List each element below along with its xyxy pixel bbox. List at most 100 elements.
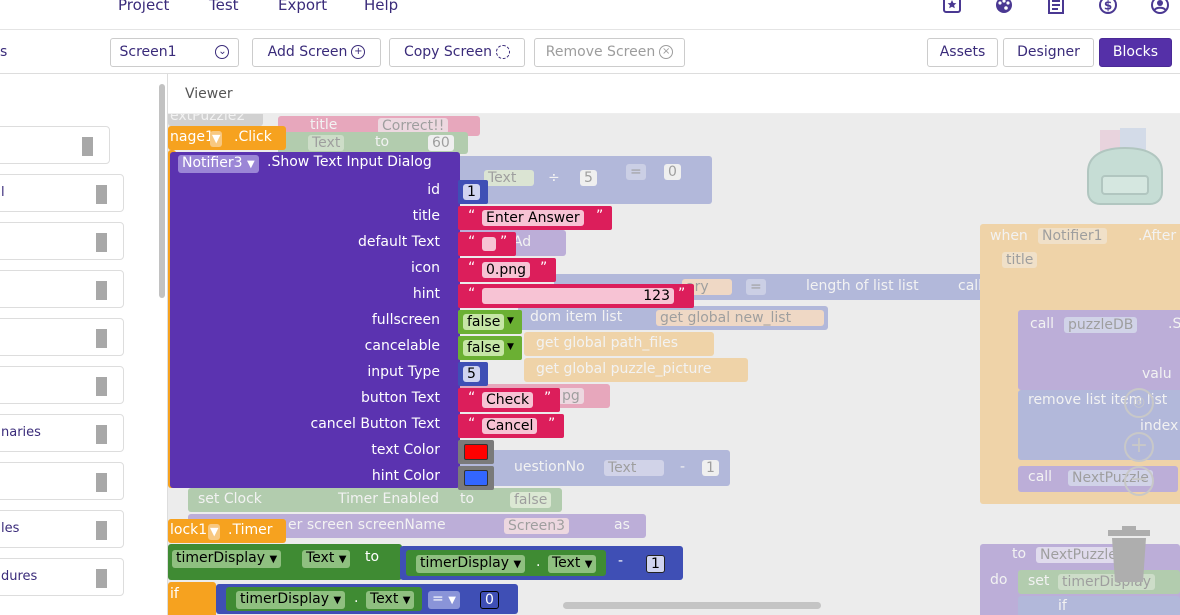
sidebar-item[interactable] bbox=[0, 222, 124, 260]
copy-screen-button[interactable]: Copy Screen bbox=[389, 38, 525, 67]
boolean-dropdown[interactable]: false bbox=[463, 340, 505, 356]
bg-block[interactable]: get global path_files bbox=[524, 332, 714, 356]
get-component-dropdown[interactable]: timerDisplay ▼ bbox=[416, 555, 526, 573]
sidebar-item[interactable]: les bbox=[0, 510, 124, 548]
text-block[interactable]: “ ” Check bbox=[458, 388, 560, 412]
get-timer-display-block[interactable]: timerDisplay ▼ . Text ▼ bbox=[406, 550, 606, 576]
recenter-icon[interactable]: ◎ bbox=[1124, 388, 1154, 418]
bg-block[interactable]: Text to 60 bbox=[278, 132, 468, 154]
color-block[interactable] bbox=[458, 466, 494, 490]
drag-handle-icon[interactable] bbox=[96, 377, 107, 396]
if-block[interactable]: if bbox=[168, 582, 216, 615]
notifier-component-dropdown[interactable]: Notifier3 ▼ bbox=[178, 155, 259, 173]
bg-event-block[interactable]: when Notifier1 .After N title bbox=[980, 224, 1180, 504]
chevron-down-icon[interactable]: ▼ bbox=[208, 524, 221, 540]
sidebar-item[interactable] bbox=[0, 270, 124, 308]
sidebar-item[interactable] bbox=[0, 366, 124, 404]
text-value[interactable]: Cancel bbox=[482, 418, 538, 434]
bg-block[interactable]: dom item list get global new_list bbox=[518, 306, 828, 330]
text-value[interactable]: 123 bbox=[482, 288, 674, 304]
boolean-block[interactable]: false ▼ bbox=[458, 310, 522, 334]
sidebar-item[interactable] bbox=[0, 318, 124, 356]
drag-handle-icon[interactable] bbox=[96, 281, 107, 300]
gallery-icon[interactable] bbox=[941, 0, 963, 18]
text-value[interactable]: Check bbox=[482, 392, 534, 408]
drag-handle-icon[interactable] bbox=[96, 185, 107, 204]
sidebar-item[interactable] bbox=[0, 126, 110, 164]
document-icon[interactable] bbox=[1045, 0, 1067, 18]
backpack-icon[interactable] bbox=[1080, 124, 1170, 208]
drag-handle-icon[interactable] bbox=[96, 329, 107, 348]
bg-block[interactable]: extPuzzle2 bbox=[168, 114, 263, 126]
sidebar-item[interactable]: l bbox=[0, 174, 124, 212]
number-block[interactable]: 5 bbox=[458, 362, 488, 386]
menu-help[interactable]: Help bbox=[364, 0, 399, 14]
menu-test[interactable]: Test bbox=[209, 0, 239, 14]
compare-block[interactable]: timerDisplay ▼ . Text ▼ = ▼ 0 bbox=[216, 584, 518, 614]
number-value[interactable]: 1 bbox=[463, 184, 480, 200]
bg-block[interactable]: if bbox=[1018, 596, 1180, 615]
bg-block[interactable]: uestionNo Text - 1 bbox=[454, 450, 730, 486]
number-value[interactable]: 5 bbox=[463, 366, 480, 382]
account-icon[interactable] bbox=[1149, 0, 1171, 18]
text-block[interactable]: “” bbox=[458, 232, 516, 256]
boolean-block[interactable]: false ▼ bbox=[458, 336, 522, 360]
cmp-timer-display-block[interactable]: timerDisplay ▼ . Text ▼ bbox=[226, 587, 422, 611]
assets-button[interactable]: Assets bbox=[927, 38, 998, 67]
color-swatch[interactable] bbox=[464, 470, 488, 486]
remove-screen-button[interactable]: Remove Screen × bbox=[534, 38, 685, 67]
sidebar-item[interactable]: dures bbox=[0, 558, 124, 596]
compare-value[interactable]: 0 bbox=[480, 591, 499, 609]
click-event-block[interactable]: nage1 ▼ .Click bbox=[168, 126, 286, 150]
set-component-dropdown[interactable]: timerDisplay ▼ bbox=[172, 550, 282, 568]
color-swatch[interactable] bbox=[464, 444, 488, 460]
drag-handle-icon[interactable] bbox=[96, 569, 107, 588]
timer-event-block[interactable]: lock1 ▼ .Timer bbox=[168, 519, 286, 543]
trash-icon[interactable] bbox=[1106, 524, 1152, 584]
bg-procedure-block[interactable]: to NextPuzzle do bbox=[980, 544, 1180, 615]
zoom-in-icon[interactable]: + bbox=[1124, 432, 1154, 462]
text-block[interactable]: “ ” 123 bbox=[458, 284, 694, 308]
set-prop-dropdown[interactable]: Text ▼ bbox=[302, 550, 351, 568]
text-block[interactable]: “ ” Cancel bbox=[458, 414, 564, 438]
get-prop-dropdown[interactable]: Text ▼ bbox=[548, 555, 597, 573]
text-value[interactable]: 0.png bbox=[482, 262, 531, 278]
zoom-out-icon[interactable]: − bbox=[1124, 466, 1154, 496]
bg-block[interactable]: remove list item list index bbox=[1018, 390, 1180, 460]
text-value[interactable] bbox=[482, 237, 496, 251]
sidebar-item[interactable]: naries bbox=[0, 414, 124, 452]
text-block[interactable]: “ ” Enter Answer bbox=[458, 206, 612, 230]
text-value[interactable]: Enter Answer bbox=[482, 210, 584, 226]
designer-button[interactable]: Designer bbox=[1003, 38, 1094, 67]
cmp-prop-dropdown[interactable]: Text ▼ bbox=[366, 591, 415, 609]
sidebar-item[interactable] bbox=[0, 462, 124, 500]
drag-handle-icon[interactable] bbox=[96, 473, 107, 492]
bg-block[interactable]: title Correct!! bbox=[278, 116, 480, 136]
notifier-show-text-input-block[interactable]: Notifier3 ▼ .Show Text Input Dialog bbox=[170, 152, 460, 488]
minus-block[interactable]: timerDisplay ▼ . Text ▼ - 1 bbox=[400, 546, 683, 580]
menu-export[interactable]: Export bbox=[278, 0, 328, 14]
chevron-down-icon[interactable]: ▼ bbox=[210, 131, 223, 147]
screen-select-dropdown[interactable]: Screen1 ⌄ bbox=[110, 38, 239, 67]
bg-block[interactable]: get global puzzle_picture bbox=[524, 358, 748, 382]
drag-handle-icon[interactable] bbox=[96, 425, 107, 444]
workspace-horizontal-scrollbar[interactable] bbox=[563, 602, 821, 609]
bg-block[interactable]: call puzzleDB .S valu bbox=[1018, 310, 1180, 390]
blocks-workspace[interactable]: extPuzzle2 title Correct!! Text to 60 Te… bbox=[168, 114, 1180, 615]
compare-op-dropdown[interactable]: = ▼ bbox=[428, 591, 460, 609]
sidebar-scrollbar[interactable] bbox=[159, 84, 165, 298]
bg-block[interactable]: call NextPuzzle bbox=[1018, 466, 1178, 492]
boolean-dropdown[interactable]: false bbox=[463, 314, 505, 330]
set-timer-display-block[interactable]: timerDisplay ▼ Text ▼ to bbox=[168, 544, 402, 580]
dollar-icon[interactable]: $ bbox=[1097, 0, 1119, 18]
bg-block[interactable]: set timerDisplay bbox=[1018, 570, 1180, 594]
color-block[interactable] bbox=[458, 440, 494, 464]
cmp-component-dropdown[interactable]: timerDisplay ▼ bbox=[236, 591, 346, 609]
palette-icon[interactable] bbox=[993, 0, 1015, 18]
minus-value[interactable]: 1 bbox=[646, 555, 665, 573]
bg-block[interactable]: Text ÷ 5 = 0 bbox=[454, 156, 712, 204]
drag-handle-icon[interactable] bbox=[96, 521, 107, 540]
text-block[interactable]: “ ” 0.png bbox=[458, 258, 556, 282]
bg-block[interactable]: set Clock Timer Enabled to false bbox=[188, 488, 562, 512]
menu-project[interactable]: Project bbox=[118, 0, 170, 14]
